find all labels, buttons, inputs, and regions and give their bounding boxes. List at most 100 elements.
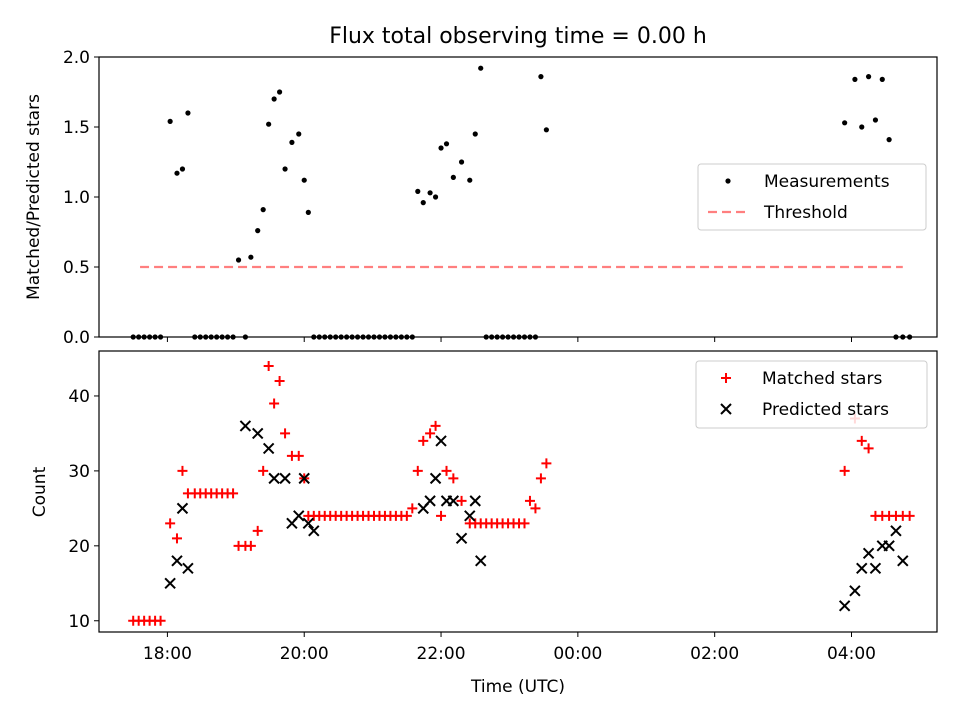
matched-point (904, 510, 915, 521)
legend-label-1-0: Matched stars (762, 369, 882, 389)
matched-point (165, 518, 176, 529)
measurement-point (235, 257, 242, 263)
matched-point (418, 435, 429, 446)
y-tick-label-0-3: 1.5 (63, 118, 90, 138)
matched-point (274, 375, 285, 386)
measurement-point (427, 190, 433, 196)
predicted-point (251, 427, 264, 440)
measurement-point (365, 334, 372, 340)
matched-point (456, 495, 467, 506)
predicted-point (262, 442, 275, 455)
x-tick-label-3: 00:00 (553, 644, 602, 664)
y-tick-label-1-1: 20 (68, 537, 90, 557)
measurement-point (387, 334, 394, 340)
predicted-point (308, 525, 320, 537)
measurement-point (872, 117, 879, 123)
matched-point (263, 360, 274, 371)
measurement-point (859, 124, 865, 130)
measurement-point (136, 334, 142, 340)
measurement-point (376, 334, 383, 340)
predicted-point (862, 547, 875, 560)
measurement-point (505, 334, 511, 340)
legend-swatch-matched (721, 373, 731, 383)
measurement-point (527, 334, 533, 340)
measurement-point (415, 188, 421, 194)
predicted-point (302, 517, 315, 530)
predicted-point (171, 555, 183, 567)
measurement-point (203, 334, 209, 340)
bottom-ylabel: Count (30, 466, 50, 517)
measurement-point (900, 334, 906, 340)
measurement-point (879, 76, 885, 82)
y-tick-label-0-2: 1.0 (63, 188, 90, 208)
bottom-xlabel: Time (UTC) (470, 677, 565, 697)
measurement-point (242, 334, 248, 340)
matched-point (280, 428, 291, 439)
legend-box-1 (695, 360, 928, 429)
predicted-point (469, 495, 481, 507)
measurement-point (179, 166, 186, 172)
series-0-0 (130, 65, 913, 340)
measurement-point (311, 334, 317, 340)
measurement-point (852, 76, 858, 82)
predicted-point (424, 495, 436, 507)
matched-point (839, 465, 850, 476)
measurement-point (521, 334, 528, 340)
y-tick-label-0-0: 0.0 (63, 328, 90, 348)
measurement-point (322, 334, 328, 340)
y-tick-label-1-0: 10 (68, 612, 90, 632)
measurement-point (208, 334, 214, 340)
predicted-point (447, 495, 460, 507)
measurement-point (404, 334, 410, 340)
measurement-point (276, 89, 283, 95)
top-ylabel: Matched/Predicted stars (24, 94, 44, 300)
measurement-point (483, 334, 489, 340)
matched-point (171, 533, 182, 544)
measurement-point (516, 334, 522, 340)
series-1-0 (128, 360, 915, 626)
predicted-point (164, 577, 176, 590)
matched-point (177, 465, 188, 476)
measurement-point (349, 334, 355, 340)
measurement-point (289, 139, 295, 145)
measurement-point (409, 334, 415, 340)
legend-swatch-predicted (720, 403, 732, 415)
measurement-point (907, 334, 913, 340)
measurement-point (489, 334, 495, 340)
x-tick-label-5: 04:00 (827, 644, 876, 664)
measurement-point (893, 334, 899, 340)
matched-point (407, 503, 418, 514)
measurement-point (432, 194, 439, 200)
matched-point (856, 435, 867, 446)
measurement-point (382, 334, 388, 340)
legend-label-1-1: Predicted stars (762, 400, 889, 420)
matched-point (436, 510, 447, 521)
measurement-point (438, 145, 444, 151)
measurement-point (333, 334, 339, 340)
matched-point (228, 488, 239, 499)
matched-point (535, 473, 546, 484)
matched-point (530, 503, 541, 514)
predicted-point (293, 510, 305, 522)
measurement-point (538, 74, 544, 80)
matched-point (412, 465, 423, 476)
matched-point (448, 473, 459, 484)
x-tick-label-0: 18:00 (143, 644, 192, 664)
matched-point (425, 428, 436, 439)
measurement-point (266, 121, 272, 127)
measurement-point (316, 334, 322, 340)
predicted-point (475, 555, 487, 567)
measurement-point (500, 334, 506, 340)
measurement-point (450, 174, 456, 180)
measurement-point (886, 137, 892, 143)
measurement-point (458, 159, 465, 165)
x-tick-label-1: 20:00 (280, 644, 329, 664)
measurement-point (219, 334, 225, 340)
measurement-point (167, 118, 173, 124)
y-tick-label-1-2: 30 (68, 462, 90, 482)
measurement-point (260, 207, 266, 213)
predicted-point (298, 472, 310, 485)
predicted-point (176, 502, 189, 515)
measurement-point (371, 334, 377, 340)
measurement-point (225, 334, 231, 340)
